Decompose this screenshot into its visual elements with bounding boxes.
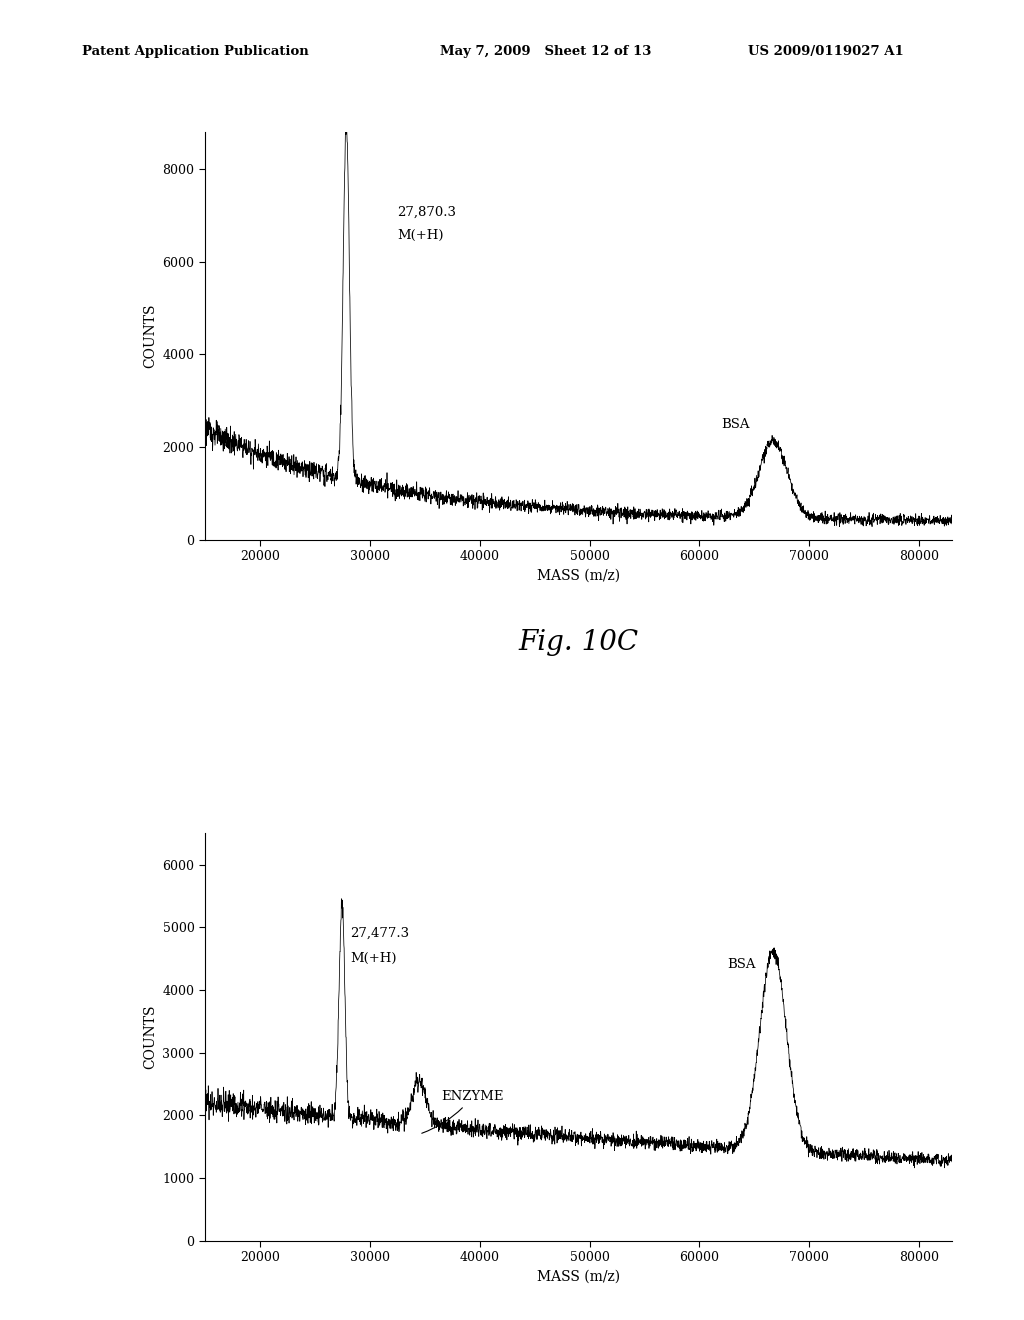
Text: 27,477.3: 27,477.3 xyxy=(350,927,409,940)
Text: BSA: BSA xyxy=(727,958,756,972)
Text: Patent Application Publication: Patent Application Publication xyxy=(82,45,308,58)
Text: US 2009/0119027 A1: US 2009/0119027 A1 xyxy=(748,45,903,58)
Text: May 7, 2009   Sheet 12 of 13: May 7, 2009 Sheet 12 of 13 xyxy=(440,45,651,58)
Text: 27,870.3: 27,870.3 xyxy=(397,206,456,219)
Y-axis label: COUNTS: COUNTS xyxy=(142,1005,157,1069)
Text: ENZYME: ENZYME xyxy=(422,1090,504,1134)
Text: Fig. 10C: Fig. 10C xyxy=(518,630,639,656)
Y-axis label: COUNTS: COUNTS xyxy=(142,304,157,368)
Text: BSA: BSA xyxy=(722,418,750,430)
Text: M(+H): M(+H) xyxy=(397,230,443,243)
Text: M(+H): M(+H) xyxy=(350,952,396,965)
X-axis label: MASS (m/z): MASS (m/z) xyxy=(537,1270,621,1284)
X-axis label: MASS (m/z): MASS (m/z) xyxy=(537,569,621,582)
